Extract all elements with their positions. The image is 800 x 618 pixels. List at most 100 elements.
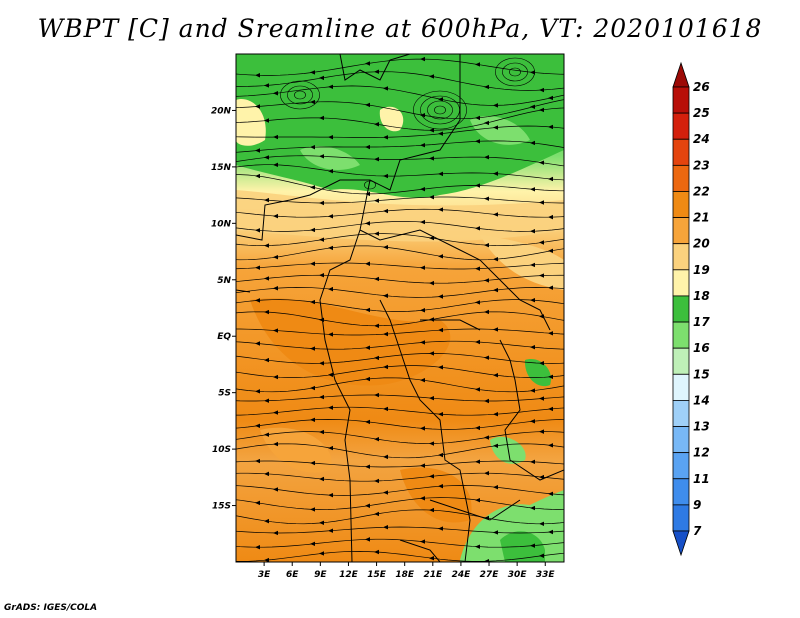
streamline-arrow <box>365 61 370 66</box>
longitude-axis: 3E 6E 9E 12E 15E 18E 21E 24E 27E 30E 33E <box>258 562 555 580</box>
streamline-arrow <box>310 70 315 75</box>
streamline <box>236 394 564 402</box>
streamline-arrow <box>484 155 489 160</box>
streamline-arrow <box>310 385 315 391</box>
colorbar-label: 15 <box>693 367 710 381</box>
streamline <box>236 71 564 91</box>
lon-tick-label: 6E <box>286 570 299 580</box>
streamline-arrow <box>475 387 480 392</box>
streamline-arrow <box>374 549 379 555</box>
streamline-arrow <box>484 84 489 90</box>
streamline-arrow <box>374 392 379 398</box>
streamline-arrow <box>264 557 269 562</box>
streamline-arrow <box>310 417 315 422</box>
streamline-eddy <box>413 90 467 130</box>
streamline-arrow <box>548 124 553 130</box>
streamline-arrow <box>530 505 535 511</box>
streamline-arrow <box>264 398 269 403</box>
streamline-arrow <box>273 286 278 291</box>
streamline-arrow <box>429 507 434 513</box>
streamline-arrow <box>493 485 498 490</box>
streamline-arrow <box>539 396 544 401</box>
streamline-arrow <box>493 530 498 535</box>
streamline-arrow <box>273 530 278 536</box>
colorbar-top-arrow <box>672 61 690 88</box>
streamline-arrow <box>374 436 379 442</box>
lat-tick-label: 15S <box>212 502 231 512</box>
streamline-arrow <box>383 524 388 530</box>
streamline-arrow <box>264 518 269 524</box>
streamline-arrow <box>383 406 388 412</box>
colorbar-segment <box>672 321 690 349</box>
streamline-arrow <box>420 463 425 468</box>
colorbar-label: 7 <box>693 524 702 538</box>
streamline-arrow <box>530 262 535 268</box>
streamline-arrow <box>273 328 278 333</box>
streamline-arrow <box>475 226 480 231</box>
streamline <box>236 262 564 270</box>
streamline-arrow <box>484 559 489 562</box>
lon-tick-label: 24E <box>452 570 472 580</box>
streamline-arrow <box>328 332 333 337</box>
streamline-arrow <box>264 357 269 363</box>
streamline-arrow <box>539 521 544 526</box>
colorbar-segment <box>672 164 690 192</box>
streamline <box>236 377 564 393</box>
lon-tick-label: 15E <box>367 570 387 580</box>
grads-credit: GrADS: IGES/COLA <box>4 603 98 613</box>
country-borders <box>236 54 564 562</box>
streamline-arrow <box>319 115 324 121</box>
streamline-arrow <box>438 171 443 177</box>
streamline-arrow <box>319 429 324 435</box>
lon-tick-label: 30E <box>508 570 528 580</box>
streamline-arrow <box>365 261 370 266</box>
colorbar-segment <box>672 138 690 166</box>
streamline-arrow <box>255 298 260 303</box>
streamline-arrow <box>493 257 498 262</box>
streamline-arrow <box>255 458 260 464</box>
streamline-eddy <box>509 67 521 77</box>
colorbar-segment <box>672 243 690 271</box>
streamline-arrow <box>548 491 553 497</box>
streamline-arrow <box>255 148 260 153</box>
streamline-arrow <box>429 74 434 79</box>
streamline <box>236 443 564 459</box>
streamline-arrow <box>383 364 388 370</box>
streamline-arrow <box>548 214 553 220</box>
streamline <box>236 538 564 548</box>
colorbar-segment <box>672 217 690 245</box>
colorbar-label: 12 <box>693 446 710 460</box>
streamline-arrow <box>438 327 443 333</box>
streamline-arrow <box>255 423 260 428</box>
streamline-arrow <box>319 476 324 482</box>
streamline-arrow <box>383 208 388 214</box>
streamline-arrow <box>420 219 425 225</box>
streamline-arrow <box>420 496 425 501</box>
streamline-arrow <box>438 452 443 458</box>
streamline-arrow <box>264 83 269 88</box>
streamline-arrow <box>328 492 333 498</box>
streamline-arrow <box>264 118 269 123</box>
streamline-arrow <box>484 355 489 360</box>
colorbar-segment <box>672 504 690 532</box>
streamline <box>236 311 564 327</box>
streamline-arrow <box>493 125 498 130</box>
streamline-arrow <box>365 419 370 425</box>
colorbar-label: 13 <box>693 420 710 434</box>
streamline-arrow <box>475 425 480 431</box>
streamline <box>236 107 564 131</box>
streamline <box>236 140 564 153</box>
colorbar-label: 26 <box>693 80 710 94</box>
streamline-arrow <box>548 331 553 336</box>
streamline-arrow <box>438 526 443 531</box>
streamline-arrow <box>310 507 315 512</box>
streamline-arrow <box>319 551 324 556</box>
streamline-arrow <box>264 309 269 315</box>
streamline-arrow <box>420 265 425 270</box>
streamline-arrow <box>264 276 269 281</box>
colorbar-label: 11 <box>693 472 710 486</box>
streamline-arrow <box>539 87 544 93</box>
streamline <box>236 526 564 534</box>
streamline-eddy <box>495 57 535 87</box>
streamline-arrow <box>484 242 489 248</box>
